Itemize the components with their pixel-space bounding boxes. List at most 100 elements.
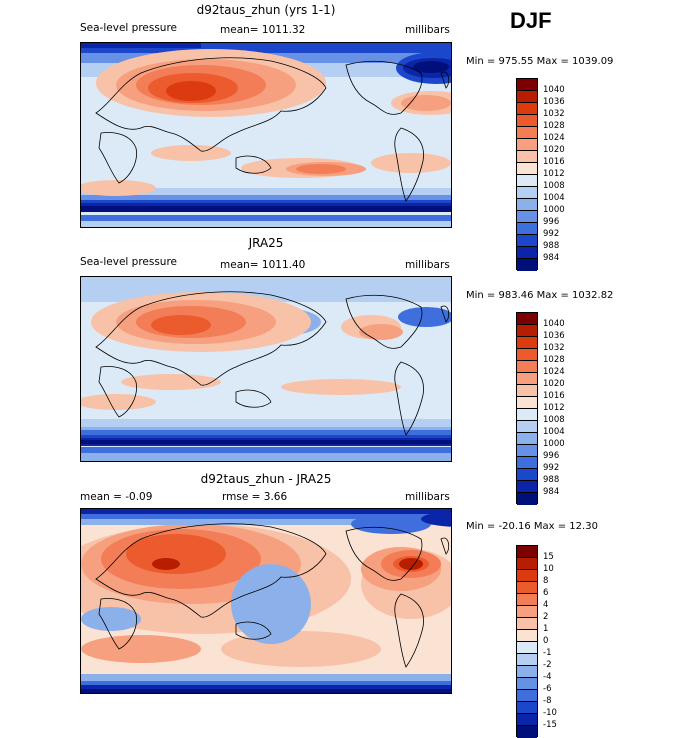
panel-model-map: [80, 42, 452, 228]
colorbar-swatch: [517, 409, 537, 421]
colorbar-swatch: [517, 235, 537, 247]
colorbar-swatch: [517, 714, 537, 726]
colorbar-tick-label: 1008: [543, 415, 565, 425]
coastline: [235, 621, 272, 640]
colorbar-tick-label: 1032: [543, 343, 565, 353]
contour-region: [81, 206, 451, 212]
panel-obs-units: millibars: [405, 259, 450, 271]
colorbar-tick-label: 992: [543, 229, 560, 239]
colorbar-tick-label: 6: [543, 588, 549, 598]
panel-obs-field-label: Sea-level pressure: [80, 256, 178, 268]
colorbar-tick-label: 1: [543, 624, 549, 634]
contour-region: [81, 509, 451, 514]
colorbar-swatch: [517, 337, 537, 349]
coastline: [345, 60, 423, 115]
contour-region: [398, 307, 451, 327]
colorbar-swatch: [517, 139, 537, 151]
colorbar-swatch: [517, 606, 537, 618]
colorbar-tick-label: 1008: [543, 181, 565, 191]
colorbar-swatches: [516, 78, 538, 271]
colorbar-tick-label: -2: [543, 660, 552, 670]
contour-region: [152, 558, 180, 570]
contour-region: [81, 453, 451, 461]
colorbar-swatch: [517, 558, 537, 570]
contour-region: [121, 374, 221, 390]
colorbar-tick-label: 1000: [543, 439, 565, 449]
contour-region: [81, 635, 201, 663]
colorbar-swatch: [517, 397, 537, 409]
coastline: [95, 57, 327, 152]
contour-region: [351, 514, 431, 534]
colorbar-swatch: [517, 666, 537, 678]
contour-region: [81, 180, 156, 196]
contour-region: [359, 324, 403, 340]
colorbar-swatch: [517, 259, 537, 271]
colorbar-swatch: [517, 433, 537, 445]
contour-region: [221, 631, 381, 667]
colorbar-swatch: [517, 79, 537, 91]
panel-model-title: d92taus_zhun (yrs 1-1): [196, 3, 336, 17]
colorbar-tick-label: 1024: [543, 367, 565, 377]
panel-diff-rmse: rmse = 3.66: [222, 491, 288, 503]
contour-region: [126, 534, 226, 574]
contour-region: [81, 43, 451, 53]
colorbar-swatch: [517, 127, 537, 139]
colorbar-swatch: [517, 325, 537, 337]
contour-region: [296, 164, 346, 174]
colorbar-swatch: [517, 151, 537, 163]
coastline: [95, 523, 327, 618]
panel-diff-map-svg: [81, 509, 451, 693]
colorbar-tick-label: -4: [543, 672, 552, 682]
coastline: [440, 537, 450, 555]
colorbar-tick-label: 1012: [543, 169, 565, 179]
coastline: [95, 291, 327, 386]
contour-region: [151, 315, 211, 335]
colorbar-tick-label: 1032: [543, 109, 565, 119]
panel-model-units: millibars: [405, 24, 450, 36]
colorbar-swatches: [516, 312, 538, 505]
panel-model-mean: mean= 1011.32: [220, 24, 306, 36]
colorbar-tick-label: -6: [543, 684, 552, 694]
panel-obs-minmax: Min = 983.46 Max = 1032.82: [466, 290, 614, 301]
colorbar-swatch: [517, 247, 537, 259]
colorbar-tick-label: 4: [543, 600, 549, 610]
coastline: [440, 71, 450, 89]
colorbar-swatch: [517, 103, 537, 115]
panel-model-map-svg: [81, 43, 451, 227]
colorbar-tick-label: 0: [543, 636, 549, 646]
colorbar-tick-label: 2: [543, 612, 549, 622]
colorbar-tick-label: -8: [543, 696, 552, 706]
colorbar-swatch: [517, 187, 537, 199]
colorbar-swatch: [517, 373, 537, 385]
colorbar-swatch: [517, 690, 537, 702]
coastline: [235, 155, 272, 174]
colorbar-swatch: [517, 469, 537, 481]
panel-obs-map: [80, 276, 452, 462]
colorbar-tick-label: 1000: [543, 205, 565, 215]
colorbar-tick-label: 1004: [543, 427, 565, 437]
colorbar-swatch: [517, 115, 537, 127]
colorbar-tick-label: 1012: [543, 403, 565, 413]
panel-model-minmax: Min = 975.55 Max = 1039.09: [466, 56, 614, 67]
panel-obs-map-svg: [81, 277, 451, 461]
panel-model-field-label: Sea-level pressure: [80, 22, 178, 34]
colorbar-swatch: [517, 702, 537, 714]
colorbar-tick-label: 996: [543, 217, 560, 227]
colorbar-tick-label: 1024: [543, 133, 565, 143]
colorbar-tick-label: 1016: [543, 157, 565, 167]
colorbar-swatch: [517, 385, 537, 397]
colorbar-swatch: [517, 481, 537, 493]
colorbar-swatch: [517, 618, 537, 630]
contour-region: [81, 221, 451, 227]
colorbar-swatch: [517, 570, 537, 582]
colorbar-swatch: [517, 493, 537, 505]
colorbar-tick-label: 10: [543, 564, 554, 574]
colorbar-swatch: [517, 421, 537, 433]
colorbar-tick-label: 1020: [543, 145, 565, 155]
colorbar-tick-label: 1040: [543, 85, 565, 95]
panel-diff-map: [80, 508, 452, 694]
contour-region: [81, 394, 156, 410]
coastline: [345, 294, 423, 349]
coastline: [235, 389, 272, 408]
colorbar-tick-label: 15: [543, 552, 554, 562]
